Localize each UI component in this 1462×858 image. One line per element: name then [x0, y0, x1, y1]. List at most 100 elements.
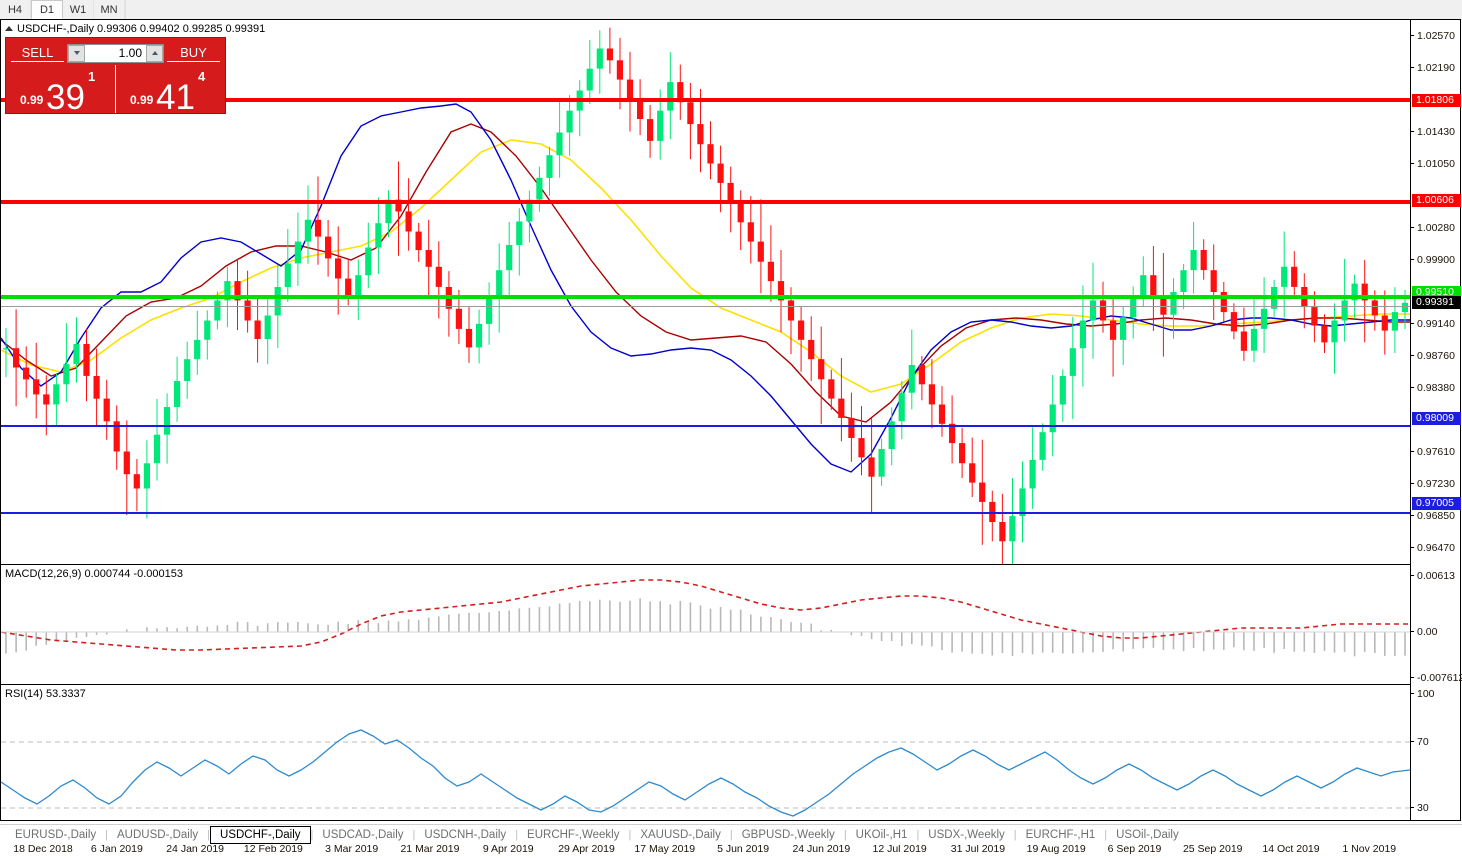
rsi-canvas[interactable] — [1, 686, 1410, 841]
candle-body — [1019, 488, 1026, 517]
chart-frame[interactable]: USDCHF-,Daily 0.99306 0.99402 0.99285 0.… — [0, 19, 1462, 858]
candle-body — [1069, 348, 1076, 376]
tab-separator: | — [310, 829, 314, 841]
candle-body — [455, 308, 462, 329]
symbol-tab-usdcnh--daily[interactable]: USDCNH-,Daily — [424, 829, 507, 841]
candle-body — [1140, 275, 1147, 296]
candle-body — [727, 182, 734, 203]
candle-body — [1291, 266, 1298, 287]
candle-body — [335, 258, 342, 279]
candle-body — [294, 241, 301, 264]
symbol-tab-eurchf--h1[interactable]: EURCHF-,H1 — [1025, 829, 1096, 841]
price-badge-1.01806[interactable]: 1.01806 — [1412, 93, 1461, 107]
sell-button[interactable]: SELL — [11, 45, 64, 62]
buy-price-main: 41 — [156, 78, 195, 117]
candle-body — [747, 222, 754, 242]
buy-button[interactable]: BUY — [167, 45, 220, 62]
candle-body — [1180, 270, 1187, 292]
candle-body — [2, 348, 10, 350]
macd-histogram — [5, 598, 1406, 657]
timeframe-h4[interactable]: H4 — [0, 0, 31, 19]
rsi-label: RSI(14) 53.3337 — [5, 688, 86, 700]
collapse-arrow-icon[interactable] — [5, 26, 13, 31]
candle-body — [566, 110, 573, 133]
level-pivot-green[interactable] — [1, 295, 1410, 299]
candle-body — [244, 300, 251, 321]
price-tick: 0.99900 — [1411, 254, 1461, 266]
candle-body — [375, 223, 382, 248]
price-axis[interactable]: 1.02570 1.02190 1.01430 1.01050 1.00280 0.999… — [1410, 20, 1462, 842]
candle-body — [23, 367, 30, 380]
price-badge-0.99510[interactable]: 0.99510 — [1412, 286, 1461, 300]
candle-body — [626, 79, 634, 99]
price-badge-0.98009[interactable]: 0.98009 — [1412, 412, 1461, 426]
candle-body — [204, 320, 211, 340]
candle-body — [13, 348, 20, 368]
toolbar-spacer — [125, 0, 1462, 19]
candle-body — [657, 110, 664, 141]
symbol-tab-gbpusd--weekly[interactable]: GBPUSD-,Weekly — [741, 829, 835, 841]
symbol-tab-usdcad--daily[interactable]: USDCAD-,Daily — [322, 829, 404, 841]
price-chart-canvas[interactable] — [1, 20, 1410, 564]
candle-body — [123, 451, 130, 475]
macd-canvas[interactable] — [1, 566, 1410, 684]
buy-price-cell[interactable]: 0.99 41 4 — [115, 65, 225, 117]
rsi-tick: 30 — [1411, 802, 1461, 814]
price-tick: 1.00280 — [1411, 222, 1461, 234]
symbol-tab-ukoil--h1[interactable]: UKOil-,H1 — [855, 829, 908, 841]
symbol-tab-eurchf--weekly[interactable]: EURCHF-,Weekly — [527, 829, 620, 841]
price-tick: 0.98760 — [1411, 350, 1461, 362]
candle-body — [415, 231, 422, 251]
sell-price-fraction: 1 — [88, 69, 96, 84]
candle-body — [1029, 459, 1036, 489]
level-resistance-2[interactable] — [1, 200, 1410, 204]
candle-body — [707, 144, 714, 164]
candle-body — [1009, 516, 1016, 542]
timeframe-d1[interactable]: D1 — [31, 0, 63, 19]
volume-increase-icon[interactable] — [146, 44, 163, 62]
candle-body — [486, 297, 493, 324]
candle-body — [133, 474, 140, 489]
level-resistance-1[interactable] — [1, 98, 1410, 102]
price-tick: 1.01050 — [1411, 158, 1461, 170]
candle-body — [1341, 300, 1348, 321]
ma-slow-yellow — [1, 139, 1410, 393]
price-tick: 1.01430 — [1411, 126, 1461, 138]
timeframe-w1[interactable]: W1 — [63, 0, 94, 19]
candle-body — [214, 300, 221, 321]
symbol-tab-usoil--daily[interactable]: USOil-,Daily — [1116, 829, 1179, 841]
candle-body — [1351, 283, 1358, 301]
symbol-tab-audusd--daily[interactable]: AUDUSD-,Daily — [117, 829, 199, 841]
sell-price-cell[interactable]: 0.99 39 1 — [6, 65, 115, 115]
candle-body — [365, 247, 372, 276]
level-support-1[interactable] — [1, 425, 1410, 427]
candle-body — [1089, 300, 1097, 321]
price-badge-1.00606[interactable]: 1.00606 — [1412, 194, 1461, 208]
volume-input[interactable]: 1.00 — [118, 46, 142, 60]
one-click-trading-panel[interactable]: SELL 1.00 BUY 0.99 39 1 0.99 41 4 — [5, 37, 226, 117]
symbol-tab-eurusd--daily[interactable]: EURUSD-,Daily — [15, 829, 97, 841]
candle-body — [435, 266, 442, 287]
candle-body — [908, 365, 915, 393]
symbol-tab-usdx--weekly[interactable]: USDX-,Weekly — [928, 829, 1005, 841]
symbol-tab-bar[interactable]: EURUSD-,Daily | AUDUSD-,Daily | USDCHF-,Dail… — [0, 824, 1462, 845]
volume-decrease-icon[interactable] — [68, 44, 85, 62]
price-tick: 0.98380 — [1411, 382, 1461, 394]
price-badge-0.97005[interactable]: 0.97005 — [1412, 496, 1461, 510]
tab-separator: | — [515, 829, 519, 841]
ma-fast-blue — [1, 103, 1410, 473]
candle-body — [1160, 295, 1167, 315]
candle-body — [1240, 331, 1247, 351]
volume-stepper[interactable]: 1.00 — [67, 43, 164, 63]
candle-body — [1260, 308, 1268, 329]
timeframe-bar: H4 D1 W1 MN — [0, 0, 1462, 20]
candle-body — [1210, 270, 1217, 292]
timeframe-mn[interactable]: MN — [94, 0, 125, 19]
price-badge-0.99391[interactable]: 0.99391 — [1412, 296, 1461, 310]
candle-body — [616, 60, 623, 80]
symbol-tab-xauusd--daily[interactable]: XAUUSD-,Daily — [640, 829, 721, 841]
buy-price-fraction: 4 — [198, 69, 206, 84]
level-support-2[interactable] — [1, 512, 1410, 514]
candle-body — [1311, 307, 1318, 326]
symbol-tab-usdchf--daily[interactable]: USDCHF-,Daily — [210, 826, 311, 844]
